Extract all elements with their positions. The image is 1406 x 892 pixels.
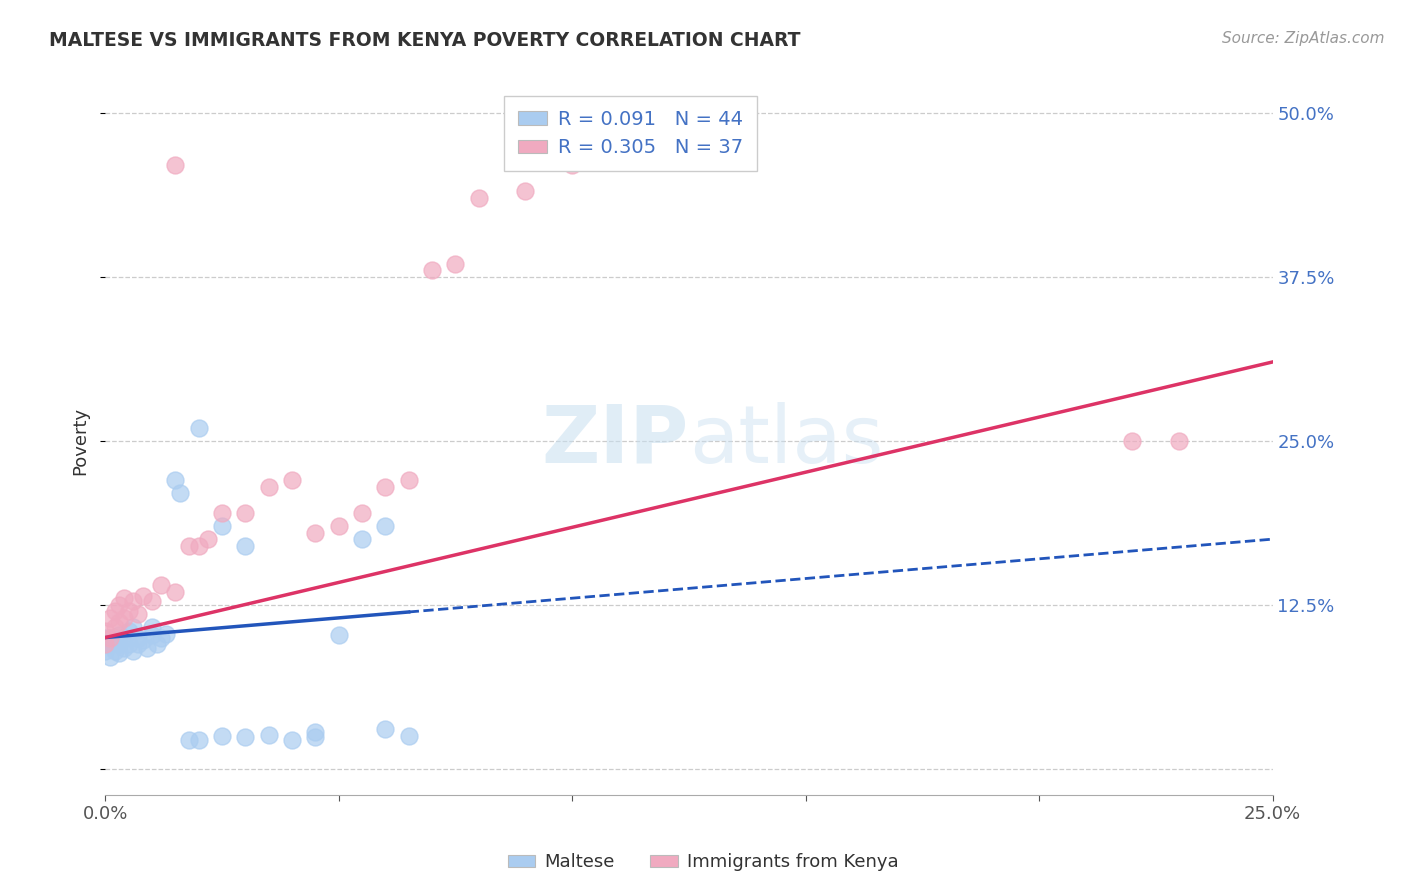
Point	[108, 628, 131, 642]
Point	[304, 525, 326, 540]
Point	[179, 539, 201, 553]
Point	[374, 519, 396, 533]
Point	[150, 578, 173, 592]
Point	[103, 643, 125, 657]
Point	[165, 473, 187, 487]
Point	[398, 729, 420, 743]
Point	[187, 733, 209, 747]
Point	[304, 731, 326, 745]
Point	[117, 624, 139, 638]
Point	[374, 723, 396, 737]
Point	[398, 473, 420, 487]
Point	[98, 637, 121, 651]
Point	[108, 637, 131, 651]
Point	[150, 631, 173, 645]
Point	[141, 628, 163, 642]
Point	[304, 725, 326, 739]
Point	[515, 185, 537, 199]
Point	[103, 633, 125, 648]
Point	[112, 641, 135, 656]
Point	[187, 420, 209, 434]
Y-axis label: Poverty: Poverty	[72, 407, 89, 475]
Point	[374, 480, 396, 494]
Point	[155, 626, 177, 640]
Point	[281, 733, 304, 747]
Point	[94, 637, 117, 651]
Point	[179, 733, 201, 747]
Point	[281, 473, 304, 487]
Point	[141, 594, 163, 608]
Point	[328, 519, 350, 533]
Point	[211, 506, 233, 520]
Point	[98, 631, 121, 645]
Point	[98, 631, 121, 645]
Point	[350, 506, 373, 520]
Point	[169, 486, 191, 500]
Point	[94, 637, 117, 651]
Point	[233, 731, 256, 745]
Point	[165, 584, 187, 599]
Point	[561, 158, 583, 172]
Point	[141, 620, 163, 634]
Point	[1168, 434, 1191, 448]
Point	[165, 158, 187, 172]
Legend: R = 0.091   N = 44, R = 0.305   N = 37: R = 0.091 N = 44, R = 0.305 N = 37	[503, 96, 756, 171]
Point	[233, 506, 256, 520]
Point	[122, 620, 145, 634]
Point	[117, 604, 139, 618]
Text: Source: ZipAtlas.com: Source: ZipAtlas.com	[1222, 31, 1385, 46]
Point	[127, 637, 149, 651]
Point	[98, 650, 121, 665]
Point	[112, 631, 135, 645]
Point	[122, 643, 145, 657]
Point	[444, 256, 467, 270]
Point	[350, 532, 373, 546]
Point	[136, 641, 159, 656]
Point	[98, 611, 121, 625]
Point	[103, 620, 125, 634]
Point	[108, 615, 131, 629]
Point	[257, 480, 280, 494]
Point	[145, 637, 167, 651]
Point	[131, 589, 153, 603]
Point	[94, 631, 117, 645]
Point	[127, 631, 149, 645]
Text: atlas: atlas	[689, 401, 883, 480]
Point	[122, 594, 145, 608]
Point	[468, 191, 491, 205]
Text: MALTESE VS IMMIGRANTS FROM KENYA POVERTY CORRELATION CHART: MALTESE VS IMMIGRANTS FROM KENYA POVERTY…	[49, 31, 800, 50]
Point	[112, 591, 135, 606]
Point	[420, 263, 443, 277]
Point	[127, 607, 149, 621]
Text: ZIP: ZIP	[541, 401, 689, 480]
Point	[211, 729, 233, 743]
Point	[1121, 434, 1143, 448]
Point	[112, 611, 135, 625]
Point	[108, 598, 131, 612]
Legend: Maltese, Immigrants from Kenya: Maltese, Immigrants from Kenya	[501, 847, 905, 879]
Point	[187, 539, 209, 553]
Point	[233, 539, 256, 553]
Point	[131, 633, 153, 648]
Point	[211, 519, 233, 533]
Point	[103, 604, 125, 618]
Point	[94, 643, 117, 657]
Point	[108, 646, 131, 660]
Point	[328, 628, 350, 642]
Point	[257, 728, 280, 742]
Point	[197, 532, 219, 546]
Point	[117, 637, 139, 651]
Point	[94, 624, 117, 638]
